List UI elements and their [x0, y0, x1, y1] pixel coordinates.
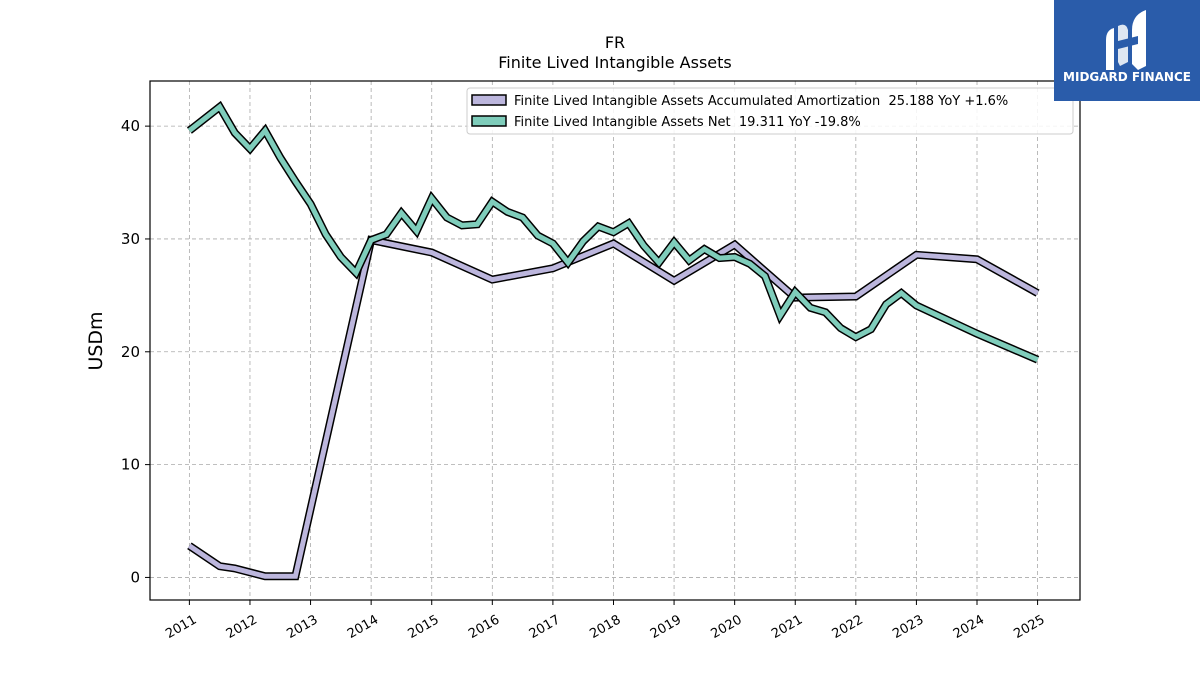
- grid: [150, 81, 1080, 600]
- chart-title: FR: [605, 33, 625, 52]
- y-tick-label: 20: [121, 343, 140, 361]
- x-tick-label: 2017: [527, 612, 563, 642]
- x-tick-label: 2013: [284, 612, 320, 642]
- x-tick-label: 2022: [830, 612, 866, 642]
- x-tick-label: 2021: [769, 612, 805, 642]
- legend-label-amortization: Finite Lived Intangible Assets Accumulat…: [514, 94, 1008, 109]
- legend-box: [466, 87, 1074, 135]
- legend: Finite Lived Intangible Assets Accumulat…: [466, 87, 1074, 135]
- x-tick-label: 2015: [406, 612, 442, 642]
- x-tick-label: 2012: [224, 612, 260, 642]
- plot-frame: [149, 80, 1081, 601]
- legend-label-net: Finite Lived Intangible Assets Net 19.31…: [514, 115, 861, 130]
- series-line: [188, 237, 1039, 579]
- series-layer: [186, 100, 1040, 581]
- x-tick-label: 2019: [648, 612, 684, 642]
- x-tick-label: 2018: [587, 612, 623, 642]
- x-tick-label: 2014: [345, 612, 381, 642]
- y-tick-label: 10: [121, 456, 140, 474]
- legend-swatch-amortization: [471, 94, 507, 106]
- midgard-finance-logo: MIDGARD FINANCE: [1054, 0, 1200, 101]
- y-tick-label: 0: [130, 568, 140, 586]
- chart-subtitle: Finite Lived Intangible Assets: [498, 53, 731, 72]
- legend-swatch-net: [471, 115, 507, 127]
- x-tick-label: 2016: [466, 612, 502, 642]
- y-tick-label: 40: [121, 117, 140, 135]
- y-tick-label: 30: [121, 230, 140, 248]
- logo-mark-icon: [1106, 10, 1146, 70]
- y-axis-label: USDm: [85, 311, 107, 370]
- x-tick-label: 2020: [708, 612, 744, 642]
- x-tick-label: 2025: [1011, 612, 1047, 642]
- x-axis: 2011 2012 2013 2014 2015 2016 2017 2018 2019 2020…: [163, 600, 1048, 642]
- y-axis: 0 10 20 30 40: [121, 117, 150, 586]
- series-line: [187, 103, 1039, 362]
- x-tick-label: 2024: [951, 612, 987, 642]
- x-tick-label: 2023: [890, 612, 926, 642]
- x-tick-label: 2011: [163, 612, 199, 642]
- logo-text: MIDGARD FINANCE: [1063, 70, 1191, 84]
